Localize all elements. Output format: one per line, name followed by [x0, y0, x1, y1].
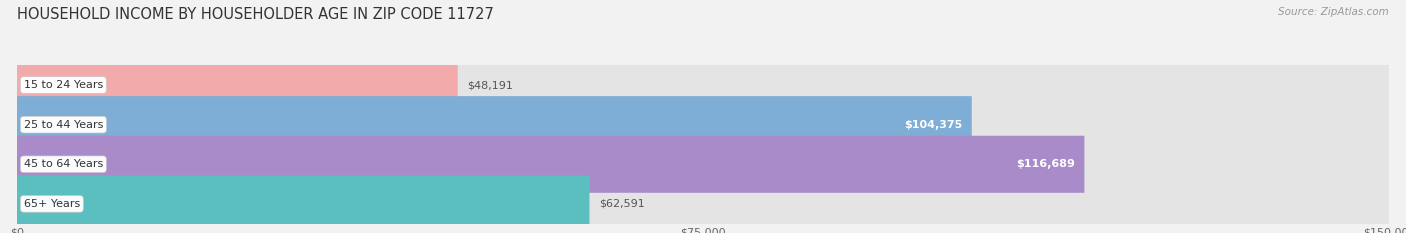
FancyBboxPatch shape: [17, 96, 972, 153]
Text: $116,689: $116,689: [1017, 159, 1074, 169]
FancyBboxPatch shape: [17, 136, 1084, 193]
Text: HOUSEHOLD INCOME BY HOUSEHOLDER AGE IN ZIP CODE 11727: HOUSEHOLD INCOME BY HOUSEHOLDER AGE IN Z…: [17, 7, 494, 22]
FancyBboxPatch shape: [17, 96, 1389, 153]
Text: $48,191: $48,191: [467, 80, 513, 90]
Text: $62,591: $62,591: [599, 199, 645, 209]
Text: Source: ZipAtlas.com: Source: ZipAtlas.com: [1278, 7, 1389, 17]
FancyBboxPatch shape: [17, 57, 458, 113]
FancyBboxPatch shape: [17, 175, 1389, 232]
Text: 25 to 44 Years: 25 to 44 Years: [24, 120, 103, 130]
FancyBboxPatch shape: [17, 175, 589, 232]
Text: $104,375: $104,375: [904, 120, 962, 130]
FancyBboxPatch shape: [17, 136, 1389, 193]
FancyBboxPatch shape: [17, 57, 1389, 113]
Text: 45 to 64 Years: 45 to 64 Years: [24, 159, 103, 169]
Text: 15 to 24 Years: 15 to 24 Years: [24, 80, 103, 90]
Text: 65+ Years: 65+ Years: [24, 199, 80, 209]
